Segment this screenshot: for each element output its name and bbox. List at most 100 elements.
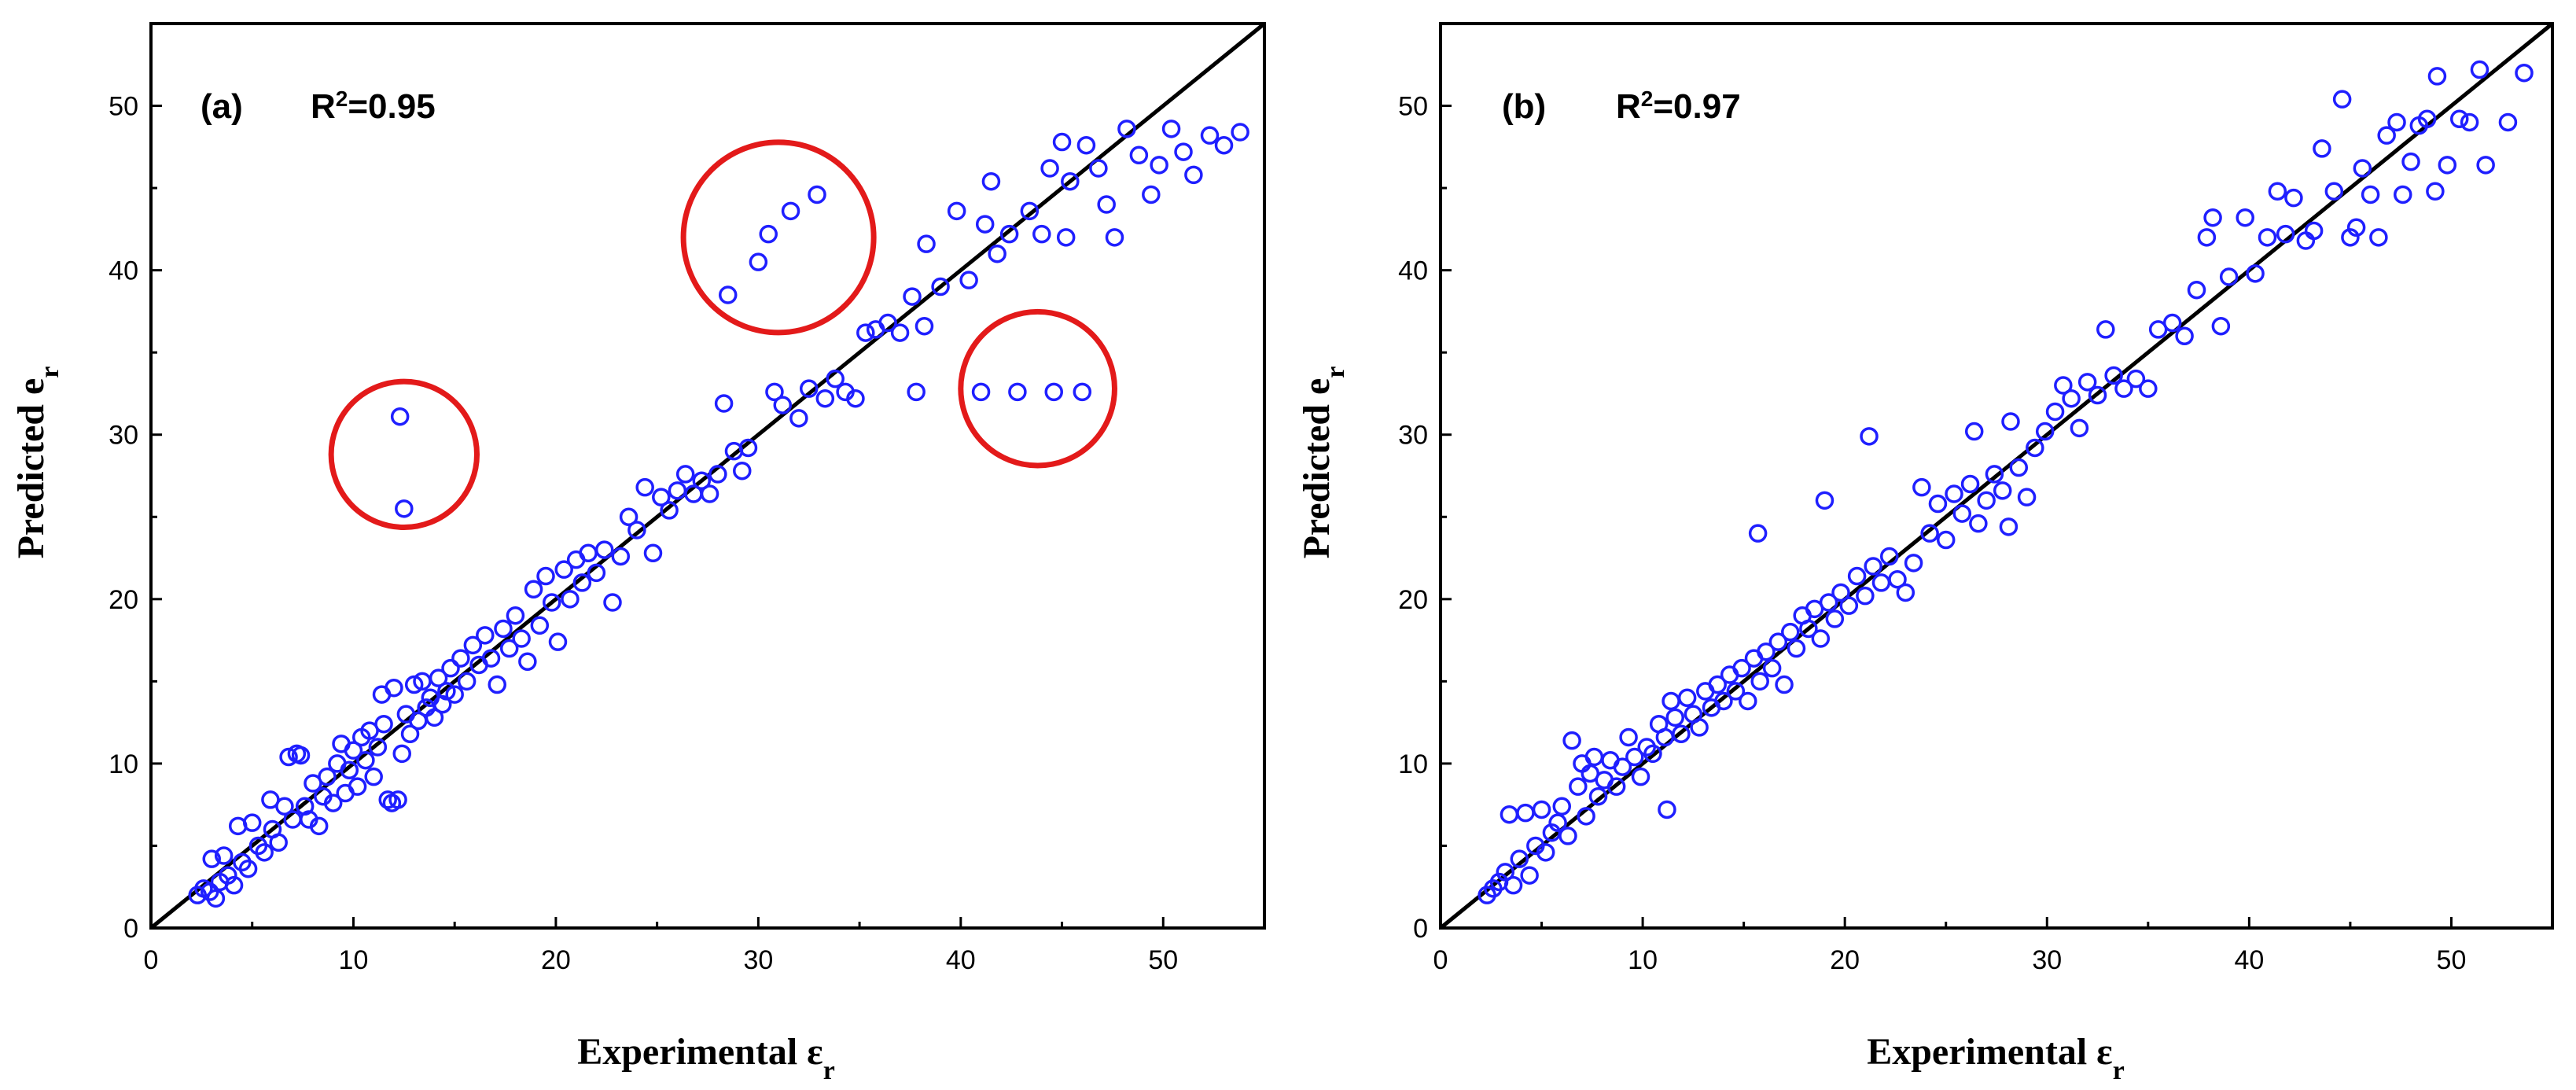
- data-point-a: [826, 369, 845, 388]
- data-point-b: [1856, 586, 1875, 606]
- data-point-a: [554, 560, 573, 579]
- data-point-b: [1496, 863, 1515, 882]
- data-point-a: [907, 382, 926, 402]
- data-point-b: [2017, 488, 2037, 506]
- panel-label-a: (a): [201, 87, 243, 126]
- data-point-a: [291, 746, 311, 765]
- data-point-a: [587, 563, 606, 583]
- data-point-a: [269, 833, 288, 852]
- data-point-b: [1815, 491, 1834, 510]
- data-point-b: [2246, 264, 2265, 283]
- data-point-b: [2313, 139, 2331, 158]
- data-point-b: [1748, 524, 1768, 543]
- data-point-b: [2070, 418, 2089, 438]
- outlier-highlight-circle-a: [328, 378, 480, 531]
- data-point-b: [2449, 109, 2469, 129]
- data-point-b: [1625, 747, 1644, 767]
- data-point-b: [1768, 632, 1788, 651]
- r2-annotation-b: R2=0.97: [1616, 87, 1741, 127]
- data-point-b: [2187, 280, 2206, 300]
- data-point-b: [1847, 566, 1867, 586]
- data-point-a: [708, 465, 727, 484]
- data-point-a: [846, 388, 865, 408]
- panel-a: Predicted er Experimental εr (a) R2=0.95…: [10, 22, 1266, 1085]
- data-point-a: [400, 724, 420, 744]
- data-point-b: [2353, 159, 2372, 178]
- data-point-b: [2515, 63, 2534, 83]
- data-point-a: [738, 438, 758, 458]
- data-point-a: [660, 501, 679, 520]
- data-point-a: [603, 593, 622, 612]
- x-tick-label-b: 20: [1830, 945, 1860, 975]
- data-point-a: [476, 626, 495, 645]
- data-point-b: [1732, 658, 1751, 678]
- data-point-b: [1726, 682, 1746, 701]
- x-tick-label-a: 20: [541, 945, 571, 975]
- data-point-a: [1105, 228, 1124, 247]
- data-point-a: [364, 767, 383, 786]
- panel-label-b: (b): [1502, 87, 1546, 126]
- data-point-b: [1536, 843, 1555, 862]
- data-point-b: [1993, 481, 2012, 500]
- y-tick-label-a: 50: [109, 92, 138, 122]
- data-point-b: [1977, 491, 1996, 510]
- data-point-a: [643, 543, 663, 563]
- data-point-b: [1588, 786, 1608, 806]
- data-point-a: [463, 635, 483, 655]
- data-point-a: [457, 672, 477, 691]
- data-point-a: [548, 632, 568, 651]
- x-axis-title-a: Experimental εr: [577, 1031, 835, 1085]
- data-point-b: [2054, 376, 2073, 395]
- data-point-a: [619, 507, 638, 527]
- data-point-a: [385, 678, 403, 698]
- data-point-a: [700, 484, 719, 503]
- data-point-b: [1762, 658, 1782, 678]
- data-point-b: [2427, 67, 2447, 86]
- data-point-a: [714, 394, 734, 413]
- data-point-a: [429, 668, 448, 687]
- data-point-a: [1020, 201, 1040, 221]
- data-point-b: [2401, 152, 2420, 171]
- plot-frame-a: [149, 22, 1266, 930]
- data-point-a: [1073, 382, 1092, 402]
- data-point-b: [2394, 185, 2412, 204]
- plot-frame-b: [1439, 22, 2554, 930]
- data-point-a: [404, 675, 424, 694]
- data-point-a: [1117, 120, 1136, 138]
- y-tick-label-a: 30: [109, 421, 138, 451]
- data-point-b: [1548, 813, 1567, 832]
- data-point-b: [2387, 112, 2406, 132]
- data-point-b: [1558, 827, 1577, 845]
- data-point-b: [2438, 156, 2457, 175]
- data-point-b: [2203, 208, 2222, 227]
- x-tick-label-a: 0: [144, 945, 159, 975]
- data-point-a: [388, 790, 407, 809]
- data-point-a: [512, 629, 531, 648]
- data-point-b: [1825, 609, 1845, 628]
- data-point-a: [765, 382, 784, 402]
- data-point-b: [2377, 126, 2396, 145]
- data-point-b: [2104, 366, 2123, 385]
- data-point-a: [931, 277, 950, 296]
- data-point-b: [2476, 156, 2495, 175]
- data-point-b: [1562, 731, 1581, 750]
- data-point-a: [815, 388, 835, 408]
- data-point-a: [718, 285, 738, 304]
- data-point-a: [988, 244, 1006, 263]
- data-point-b: [1690, 718, 1709, 737]
- y-tick-label-a: 40: [109, 256, 138, 286]
- data-point-a: [594, 540, 614, 559]
- data-point-b: [1708, 675, 1727, 694]
- data-point-a: [1032, 224, 1051, 244]
- data-point-a: [318, 767, 337, 786]
- data-point-b: [1920, 524, 1939, 543]
- data-point-a: [611, 547, 631, 566]
- data-point-a: [652, 488, 671, 506]
- data-point-b: [2258, 228, 2277, 247]
- data-point-b: [2197, 228, 2217, 247]
- data-point-b: [1643, 744, 1662, 764]
- y-tick-label-a: 10: [109, 749, 138, 779]
- outlier-highlight-circle-a: [958, 308, 1117, 469]
- data-point-b: [2417, 109, 2437, 129]
